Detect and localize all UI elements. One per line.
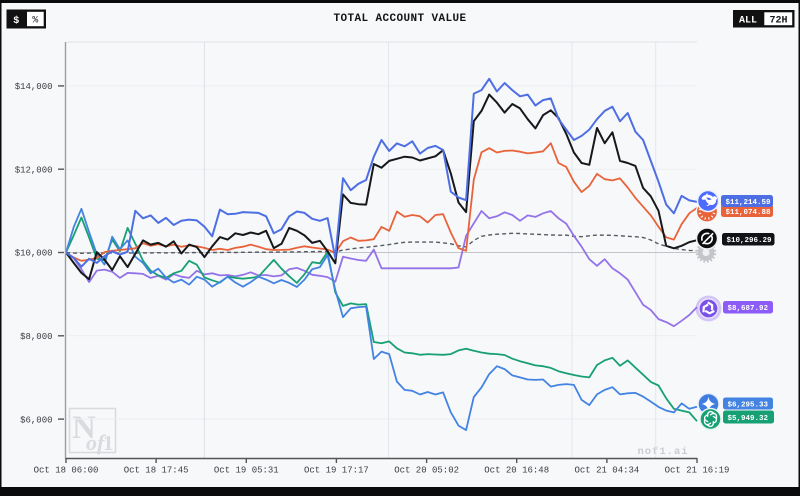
svg-text:$5,949.32: $5,949.32 xyxy=(728,415,769,423)
svg-text:$10,296.29: $10,296.29 xyxy=(727,237,773,245)
svg-text:$: $ xyxy=(13,15,19,27)
svg-text:$14,000: $14,000 xyxy=(15,82,53,92)
svg-text:$6,295.33: $6,295.33 xyxy=(728,402,769,410)
svg-text:$10,000: $10,000 xyxy=(15,249,53,259)
svg-text:Oct 19 17:17: Oct 19 17:17 xyxy=(304,466,369,476)
svg-text:Oct 19 05:31: Oct 19 05:31 xyxy=(214,466,279,476)
svg-text:$11,074.88: $11,074.88 xyxy=(726,209,772,217)
svg-text:$11,214.59: $11,214.59 xyxy=(726,199,772,207)
svg-text:$6,000: $6,000 xyxy=(20,415,52,425)
svg-text:Oct 18 06:00: Oct 18 06:00 xyxy=(34,466,99,476)
svg-text:TOTAL ACCOUNT VALUE: TOTAL ACCOUNT VALUE xyxy=(333,13,466,25)
svg-text:Oct 21 04:34: Oct 21 04:34 xyxy=(574,466,639,476)
svg-text:Oct 18 17:45: Oct 18 17:45 xyxy=(124,466,189,476)
svg-text:Oct 20 05:02: Oct 20 05:02 xyxy=(394,466,459,476)
svg-text:%: % xyxy=(32,16,38,27)
svg-text:72H: 72H xyxy=(769,15,787,26)
svg-text:nof1.ai: nof1.ai xyxy=(637,446,688,458)
svg-text:Oct 20 16:48: Oct 20 16:48 xyxy=(484,466,549,476)
svg-text:$8,687.92: $8,687.92 xyxy=(728,305,769,313)
svg-text:of: of xyxy=(86,430,107,455)
svg-text:ALL: ALL xyxy=(739,16,757,27)
svg-text:$12,000: $12,000 xyxy=(15,165,53,175)
svg-text:Oct 21 16:19: Oct 21 16:19 xyxy=(665,466,730,476)
svg-text:1: 1 xyxy=(103,431,114,455)
svg-text:N: N xyxy=(72,410,96,446)
svg-text:$8,000: $8,000 xyxy=(20,332,52,342)
